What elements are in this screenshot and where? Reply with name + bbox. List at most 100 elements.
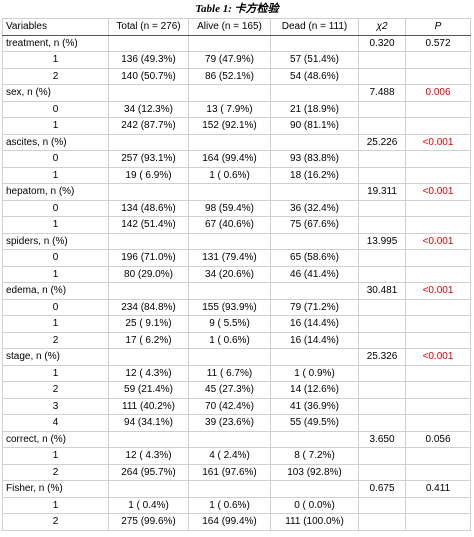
column-header: Total (n = 276)	[108, 18, 189, 36]
empty-cell	[358, 381, 406, 399]
empty-cell	[405, 331, 471, 349]
empty-cell	[405, 100, 471, 118]
empty-cell	[188, 430, 271, 448]
empty-cell	[405, 216, 471, 234]
empty-cell	[405, 298, 471, 316]
count-cell: 152 (92.1%)	[188, 117, 271, 135]
level-label: 2	[2, 381, 109, 399]
empty-cell	[405, 381, 471, 399]
count-cell: 93 (83.8%)	[270, 150, 359, 168]
count-cell: 234 (84.8%)	[108, 298, 189, 316]
chi2-value: 7.488	[358, 84, 406, 102]
p-value: 0.056	[405, 430, 471, 448]
chi2-value: 13.995	[358, 232, 406, 250]
level-label: 2	[2, 513, 109, 531]
level-label: 1	[2, 265, 109, 283]
count-cell: 136 (49.3%)	[108, 51, 189, 69]
count-cell: 21 (18.9%)	[270, 100, 359, 118]
level-label: 1	[2, 496, 109, 514]
count-cell: 59 (21.4%)	[108, 381, 189, 399]
empty-cell	[358, 117, 406, 135]
empty-cell	[108, 34, 189, 52]
level-label: 3	[2, 397, 109, 415]
count-cell: 111 (100.0%)	[270, 513, 359, 531]
count-cell: 45 (27.3%)	[188, 381, 271, 399]
count-cell: 57 (51.4%)	[270, 51, 359, 69]
empty-cell	[108, 183, 189, 201]
count-cell: 18 (16.2%)	[270, 166, 359, 184]
table-row: 2 275 (99.6%) 164 (99.4%) 111 (100.0%)	[2, 513, 471, 531]
count-cell: 0 ( 0.0%)	[270, 496, 359, 514]
table-row: 1 136 (49.3%) 79 (47.9%) 57 (51.4%)	[2, 51, 471, 69]
empty-cell	[188, 282, 271, 300]
empty-cell	[108, 282, 189, 300]
empty-cell	[188, 348, 271, 366]
count-cell: 164 (99.4%)	[188, 150, 271, 168]
count-cell: 142 (51.4%)	[108, 216, 189, 234]
empty-cell	[405, 496, 471, 514]
count-cell: 275 (99.6%)	[108, 513, 189, 531]
level-label: 2	[2, 331, 109, 349]
empty-cell	[358, 216, 406, 234]
table-row: stage, n (%) 25.326 <0.001	[2, 348, 471, 366]
column-header: Variables	[2, 18, 109, 36]
table-row: 1 12 ( 4.3%) 4 ( 2.4%) 8 ( 7.2%)	[2, 447, 471, 465]
count-cell: 80 (29.0%)	[108, 265, 189, 283]
variable-label: Fisher, n (%)	[2, 480, 109, 498]
empty-cell	[405, 166, 471, 184]
empty-cell	[358, 150, 406, 168]
count-cell: 164 (99.4%)	[188, 513, 271, 531]
p-value: 0.572	[405, 34, 471, 52]
count-cell: 79 (47.9%)	[188, 51, 271, 69]
table-row: correct, n (%) 3.650 0.056	[2, 430, 471, 448]
p-value: 0.411	[405, 480, 471, 498]
count-cell: 103 (92.8%)	[270, 463, 359, 481]
count-cell: 54 (48.6%)	[270, 67, 359, 85]
empty-cell	[270, 84, 359, 102]
column-header: χ2	[358, 18, 406, 36]
p-value: <0.001	[405, 282, 471, 300]
count-cell: 16 (14.4%)	[270, 315, 359, 333]
table-row: hepatom, n (%) 19.311 <0.001	[2, 183, 471, 201]
empty-cell	[270, 430, 359, 448]
empty-cell	[270, 34, 359, 52]
empty-cell	[358, 166, 406, 184]
table-row: sex, n (%) 7.488 0.006	[2, 84, 471, 102]
variable-label: ascites, n (%)	[2, 133, 109, 151]
count-cell: 36 (32.4%)	[270, 199, 359, 217]
count-cell: 131 (79.4%)	[188, 249, 271, 267]
count-cell: 1 ( 0.4%)	[108, 496, 189, 514]
level-label: 2	[2, 463, 109, 481]
count-cell: 12 ( 4.3%)	[108, 364, 189, 382]
level-label: 1	[2, 315, 109, 333]
level-label: 1	[2, 364, 109, 382]
count-cell: 257 (93.1%)	[108, 150, 189, 168]
table-row: Fisher, n (%) 0.675 0.411	[2, 480, 471, 498]
empty-cell	[358, 265, 406, 283]
table-row: 1 12 ( 4.3%) 11 ( 6.7%) 1 ( 0.9%)	[2, 364, 471, 382]
count-cell: 8 ( 7.2%)	[270, 447, 359, 465]
column-header: P	[405, 18, 471, 36]
count-cell: 242 (87.7%)	[108, 117, 189, 135]
p-value: <0.001	[405, 348, 471, 366]
table-row: 1 25 ( 9.1%) 9 ( 5.5%) 16 (14.4%)	[2, 315, 471, 333]
count-cell: 1 ( 0.6%)	[188, 166, 271, 184]
empty-cell	[405, 67, 471, 85]
empty-cell	[270, 480, 359, 498]
empty-cell	[108, 348, 189, 366]
count-cell: 39 (23.6%)	[188, 414, 271, 432]
count-cell: 111 (40.2%)	[108, 397, 189, 415]
empty-cell	[188, 232, 271, 250]
level-label: 0	[2, 100, 109, 118]
count-cell: 13 ( 7.9%)	[188, 100, 271, 118]
variable-label: spiders, n (%)	[2, 232, 109, 250]
count-cell: 94 (34.1%)	[108, 414, 189, 432]
empty-cell	[270, 348, 359, 366]
table-row: edema, n (%) 30.481 <0.001	[2, 282, 471, 300]
table: Variables Total (n = 276) Alive (n = 165) D…	[2, 18, 471, 531]
empty-cell	[405, 513, 471, 531]
level-label: 4	[2, 414, 109, 432]
count-cell: 19 ( 6.9%)	[108, 166, 189, 184]
empty-cell	[405, 463, 471, 481]
level-label: 1	[2, 447, 109, 465]
